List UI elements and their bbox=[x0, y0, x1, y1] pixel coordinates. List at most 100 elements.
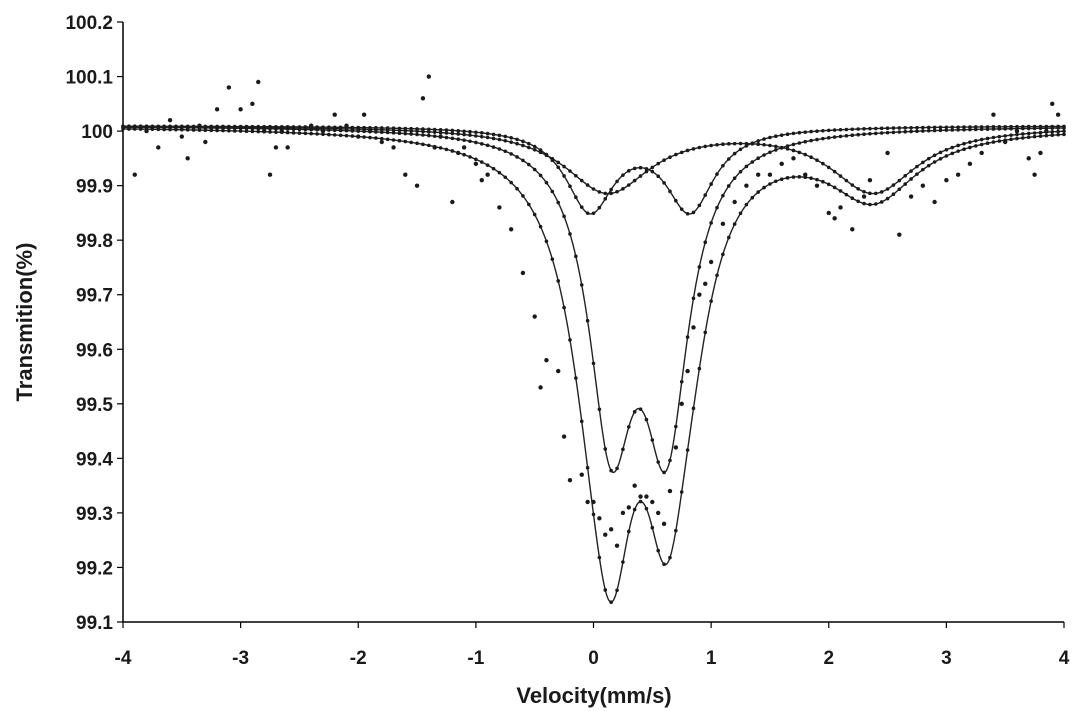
data-point bbox=[1002, 139, 1008, 145]
doublet-fit-2-marker bbox=[915, 125, 919, 130]
total-fit-marker bbox=[585, 465, 590, 470]
total-fit-marker bbox=[973, 144, 978, 148]
data-point bbox=[791, 156, 796, 161]
doublet-fit-2-marker bbox=[485, 131, 490, 136]
data-point bbox=[967, 161, 973, 167]
doublet-fit-3-marker bbox=[379, 127, 384, 132]
doublet-fit-1-marker bbox=[462, 138, 466, 142]
total-fit-marker bbox=[121, 127, 125, 131]
total-fit-marker bbox=[138, 127, 143, 131]
doublet-fit-1-marker bbox=[574, 254, 578, 259]
total-fit-marker bbox=[644, 506, 649, 511]
total-fit-marker bbox=[662, 562, 666, 567]
doublet-fit-2-marker bbox=[615, 179, 619, 184]
doublet-fit-2-marker bbox=[1021, 124, 1025, 129]
doublet-fit-3-marker bbox=[626, 183, 631, 187]
data-point bbox=[414, 183, 420, 188]
doublet-fit-3-marker bbox=[697, 145, 702, 150]
doublet-fit-2-marker bbox=[826, 128, 831, 133]
doublet-fit-2-marker bbox=[556, 165, 561, 170]
data-point bbox=[832, 216, 837, 221]
doublet-fit-3-marker bbox=[174, 125, 178, 129]
doublet-fit-3-marker bbox=[779, 145, 784, 150]
total-fit-marker bbox=[762, 185, 766, 190]
total-fit-marker bbox=[668, 555, 672, 560]
data-point bbox=[279, 128, 284, 134]
total-fit-marker bbox=[821, 179, 825, 184]
measured-data-points bbox=[132, 74, 1061, 548]
doublet-fit-1-marker bbox=[503, 149, 508, 154]
doublet-fit-2-marker bbox=[1038, 124, 1043, 129]
doublet-fit-1-marker bbox=[785, 144, 790, 148]
total-fit-marker bbox=[1021, 136, 1025, 140]
data-point bbox=[261, 128, 267, 134]
doublet-fit-3-marker bbox=[856, 187, 860, 191]
total-fit-marker bbox=[509, 180, 513, 185]
total-fit-marker bbox=[191, 128, 196, 132]
doublet-fit-2-marker bbox=[779, 133, 784, 137]
doublet-fit-3-marker bbox=[938, 150, 943, 155]
total-fit-marker bbox=[697, 366, 702, 371]
total-fit-marker bbox=[1038, 134, 1043, 138]
doublet-fit-3-marker bbox=[815, 158, 819, 162]
doublet-fit-3-marker bbox=[650, 165, 655, 170]
total-fit-marker bbox=[685, 448, 690, 452]
data-point bbox=[897, 232, 902, 237]
total-fit-marker bbox=[674, 528, 678, 533]
total-fit-marker bbox=[132, 127, 137, 131]
doublet-fit-3-marker bbox=[479, 134, 484, 139]
doublet-fit-1-marker bbox=[621, 447, 625, 452]
y-tick-label: 99.6 bbox=[76, 340, 113, 361]
data-point bbox=[332, 112, 337, 117]
doublet-fit-3-marker bbox=[868, 191, 872, 196]
total-fit-marker bbox=[268, 130, 272, 134]
y-tick-label: 100.1 bbox=[65, 68, 113, 89]
doublet-fit-3-marker bbox=[674, 152, 678, 157]
y-tick-label: 100.2 bbox=[65, 13, 113, 34]
data-point bbox=[561, 434, 567, 439]
doublet-fit-1-marker bbox=[474, 140, 478, 145]
doublet-fit-2-marker bbox=[715, 172, 719, 176]
doublet-fit-1-marker bbox=[397, 131, 402, 136]
doublet-fit-3-marker bbox=[538, 150, 543, 155]
total-fit-marker bbox=[315, 132, 319, 136]
data-point bbox=[632, 483, 637, 488]
doublet-fit-3-marker bbox=[338, 126, 343, 131]
x-tick-label: -4 bbox=[115, 648, 132, 669]
doublet-fit-2-marker bbox=[1050, 124, 1055, 129]
data-point bbox=[238, 107, 243, 112]
doublet-fit-3-marker bbox=[950, 145, 955, 150]
total-fit-marker bbox=[556, 279, 561, 283]
doublet-fit-3-marker bbox=[679, 150, 684, 155]
doublet-fit-1-marker bbox=[844, 134, 849, 138]
doublet-fit-3-marker bbox=[527, 145, 531, 150]
doublet-fit-1-marker bbox=[409, 132, 413, 136]
data-point bbox=[861, 194, 867, 199]
doublet-fit-3-marker bbox=[621, 187, 625, 191]
doublet-fit-2-marker bbox=[621, 173, 625, 177]
total-fit-marker bbox=[1015, 136, 1019, 141]
doublet-fit-1-marker bbox=[597, 407, 602, 412]
doublet-fit-3-marker bbox=[1038, 130, 1043, 135]
doublet-fit-3-marker bbox=[632, 178, 637, 183]
total-fit-marker bbox=[497, 170, 502, 175]
total-fit-marker bbox=[180, 127, 184, 132]
doublet-fit-3-marker bbox=[985, 136, 990, 141]
doublet-fit-3-marker bbox=[956, 143, 960, 148]
total-fit-marker bbox=[650, 525, 655, 530]
doublet-fit-1-marker bbox=[644, 417, 649, 422]
total-fit-marker bbox=[532, 212, 537, 217]
doublet-fit-1-marker bbox=[803, 139, 808, 144]
total-fit-marker bbox=[768, 182, 772, 186]
doublet-fit-3-marker bbox=[550, 156, 555, 161]
doublet-fit-2-marker bbox=[650, 169, 655, 174]
total-fit-marker bbox=[597, 555, 602, 560]
total-fit-marker bbox=[979, 142, 984, 147]
total-fit-marker bbox=[527, 202, 531, 207]
total-fit-marker bbox=[874, 202, 878, 206]
doublet-fit-2-marker bbox=[797, 130, 802, 135]
doublet-fit-1-marker bbox=[856, 132, 860, 137]
doublet-fit-1-marker bbox=[809, 138, 813, 143]
y-tick-label: 99.2 bbox=[76, 558, 113, 579]
data-point bbox=[367, 128, 373, 134]
